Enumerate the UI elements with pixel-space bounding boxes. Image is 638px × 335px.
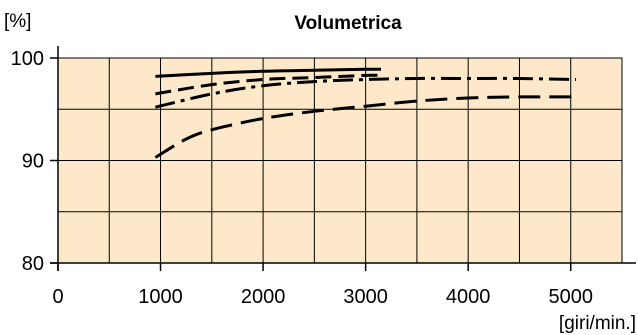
x-axis-ticks: 0 1000 2000 3000 4000 5000	[52, 263, 593, 308]
series-lines	[154, 67, 576, 159]
series-line-3	[155, 76, 576, 109]
y-tick-label: 100	[11, 48, 44, 70]
x-tick-label: 4000	[446, 286, 491, 308]
y-axis-label: [%]	[4, 11, 31, 32]
grid-lines	[57, 57, 623, 264]
x-axis-label: [giri/min.]	[559, 313, 636, 334]
axes	[50, 46, 636, 271]
series-line-1	[155, 67, 382, 78]
y-tick-label: 80	[22, 253, 44, 275]
x-tick-label: 3000	[343, 286, 388, 308]
series-line-2	[155, 73, 382, 96]
x-tick-label: 0	[52, 286, 63, 308]
x-tick-label: 5000	[548, 286, 593, 308]
y-tick-label: 90	[22, 151, 44, 173]
x-tick-label: 2000	[241, 286, 286, 308]
y-axis-ticks: 80 90 100	[11, 48, 58, 275]
series-line-4	[154, 95, 576, 159]
chart-title: Volumetrica	[294, 13, 402, 34]
x-tick-label: 1000	[138, 286, 183, 308]
